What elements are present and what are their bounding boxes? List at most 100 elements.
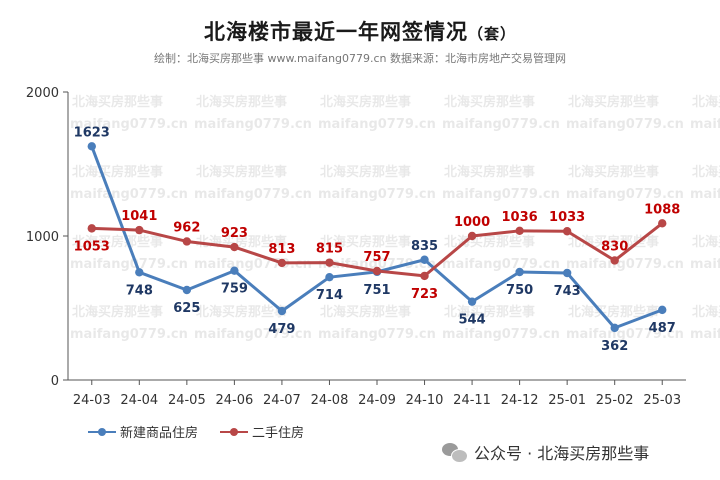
watermark-text: maifang0779.cn [318, 187, 436, 202]
watermark-text: maifang0779.cn [690, 117, 720, 132]
data-point-0[interactable] [515, 267, 524, 277]
data-point-0[interactable] [562, 268, 572, 278]
watermark-text: maifang0779.cn [318, 257, 436, 272]
wechat-icon [442, 441, 468, 463]
data-label-1: 1000 [454, 215, 490, 230]
watermark-text: 北海买房那些事 [692, 234, 720, 250]
data-point-0[interactable] [87, 142, 96, 151]
data-label-1: 815 [316, 242, 343, 257]
watermark-text: 北海买房那些事 [320, 94, 411, 110]
data-label-0: 743 [554, 284, 581, 299]
watermark-text: 北海买房那些事 [568, 94, 659, 110]
data-point-1[interactable] [467, 231, 477, 241]
watermark-text: maifang0779.cn [442, 187, 560, 202]
data-label-0: 362 [601, 339, 628, 354]
data-point-0[interactable] [230, 266, 239, 275]
watermark-text: 北海买房那些事 [692, 164, 720, 180]
x-tick-label: 24-04 [120, 393, 158, 408]
data-point-1[interactable] [420, 271, 429, 281]
data-label-0: 751 [363, 283, 390, 298]
watermark-text: 北海买房那些事 [72, 164, 163, 180]
x-tick-label: 24-07 [263, 393, 301, 408]
watermark-text: maifang0779.cn [566, 117, 684, 132]
watermark-text: 北海买房那些事 [196, 164, 287, 180]
watermark-layer: 北海买房那些事 maifang0779.cn 北海买房那些事 maifang0779.… [70, 94, 720, 342]
legend-swatch-new-homes [88, 425, 116, 439]
data-label-1: 723 [411, 287, 438, 302]
legend-swatch-resale-homes [220, 425, 249, 439]
legend-label-resale-homes: 二手住房 [252, 426, 305, 441]
x-tick-label: 25-02 [596, 393, 634, 408]
data-label-0: 748 [126, 283, 153, 298]
data-point-1[interactable] [515, 226, 524, 236]
data-point-0[interactable] [658, 305, 667, 315]
x-tick-label: 24-05 [168, 393, 206, 408]
data-point-0[interactable] [610, 323, 619, 333]
watermark-text: 北海买房那些事 [320, 234, 411, 250]
watermark-text: maifang0779.cn [690, 327, 720, 342]
chart-title: 北海楼市最近一年网签情况（套） [0, 16, 720, 46]
legend-label-new-homes: 新建商品住房 [120, 426, 199, 441]
watermark-text: 北海买房那些事 [444, 304, 535, 320]
watermark-text: maifang0779.cn [70, 257, 188, 272]
data-point-1[interactable] [182, 237, 192, 246]
data-label-0: 479 [268, 322, 295, 337]
data-point-1[interactable] [562, 227, 572, 236]
x-tick-label: 25-03 [643, 393, 681, 408]
data-point-1[interactable] [135, 225, 144, 235]
data-point-0[interactable] [135, 268, 144, 277]
y-tick-label: 1000 [26, 230, 59, 245]
data-label-0: 714 [316, 288, 343, 303]
x-tick-label: 24-06 [215, 393, 253, 408]
legend-item-new-homes[interactable]: 新建商品住房 [88, 422, 198, 441]
watermark-text: maifang0779.cn [194, 257, 312, 272]
x-tick-label: 24-03 [73, 393, 111, 408]
watermark-text: 北海买房那些事 [72, 94, 163, 110]
footer-brand: 公众号 · 北海买房那些事 [442, 440, 649, 464]
chart-title-unit: （套） [467, 25, 516, 43]
series-layer [87, 142, 667, 333]
watermark-text: maifang0779.cn [70, 187, 188, 202]
chart-title-text: 北海楼市最近一年网签情况 [203, 19, 468, 44]
watermark-text: 北海买房那些事 [72, 304, 163, 320]
data-label-0: 750 [506, 283, 533, 298]
data-point-1[interactable] [230, 242, 239, 252]
data-label-1: 757 [363, 250, 390, 265]
watermark-text: 北海买房那些事 [196, 94, 287, 110]
data-point-1[interactable] [87, 224, 96, 233]
data-label-0: 625 [173, 301, 200, 316]
watermark-text: 北海买房那些事 [320, 304, 411, 320]
data-point-0[interactable] [420, 255, 429, 264]
data-label-0: 835 [411, 239, 438, 254]
data-label-1: 1053 [74, 239, 110, 254]
data-point-1[interactable] [325, 258, 334, 267]
data-point-0[interactable] [467, 297, 477, 306]
data-label-1: 1036 [502, 210, 538, 225]
x-tick-label: 25-01 [548, 393, 586, 408]
legend-item-resale-homes[interactable]: 二手住房 [220, 422, 304, 441]
data-labels-layer: 1623 748 625 759 479 714 751 835 544 750 743 362 487… [74, 125, 681, 354]
chart-subtitle: 绘制：北海买房那些事 www.maifang0779.cn 数据来源：北海市房地… [153, 52, 567, 65]
watermark-text: maifang0779.cn [566, 187, 684, 202]
watermark-text: maifang0779.cn [442, 327, 560, 342]
data-point-1[interactable] [277, 258, 287, 268]
watermark-text: maifang0779.cn [566, 257, 684, 272]
data-label-0: 759 [221, 282, 248, 297]
data-point-1[interactable] [372, 266, 382, 276]
data-point-1[interactable] [658, 219, 667, 228]
watermark-text: 北海买房那些事 [568, 164, 659, 180]
x-tick-label: 24-11 [453, 393, 491, 408]
data-point-0[interactable] [277, 306, 287, 316]
data-point-0[interactable] [182, 285, 192, 295]
watermark-text: maifang0779.cn [442, 117, 560, 132]
watermark-text: 北海买房那些事 [444, 234, 535, 250]
data-label-1: 1033 [549, 210, 585, 225]
data-point-0[interactable] [325, 272, 334, 282]
y-tick-label: 2000 [26, 86, 59, 101]
data-label-0: 1623 [74, 125, 110, 140]
data-point-1[interactable] [610, 256, 619, 265]
data-label-1: 962 [173, 220, 200, 235]
footer-brand-text: 公众号 · 北海买房那些事 [474, 444, 650, 463]
data-label-1: 1088 [644, 202, 680, 217]
